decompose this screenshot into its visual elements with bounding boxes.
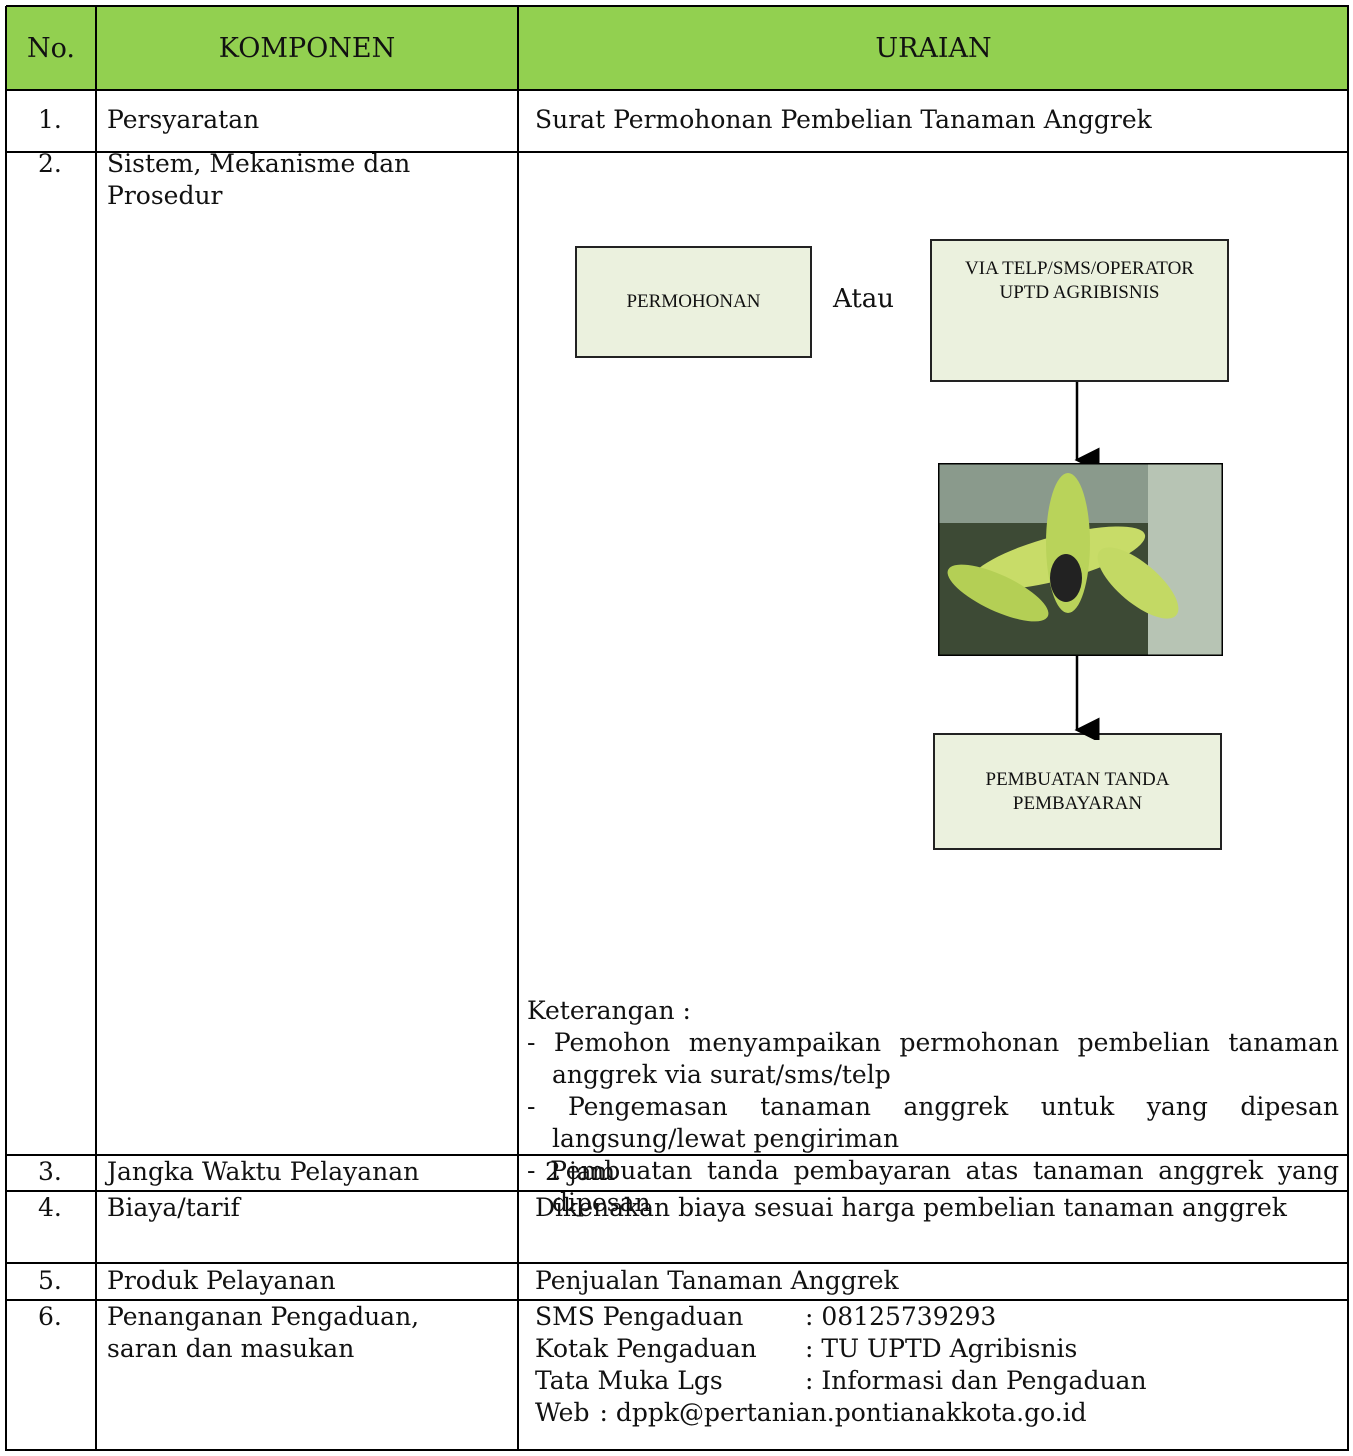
cell: Persyaratan (107, 105, 260, 134)
rule (6, 1299, 1349, 1301)
note-item: - Pembuatan tanda pembayaran atas tanama… (527, 1156, 1339, 1217)
connector-label: Atau (833, 284, 895, 314)
contact-label: SMS Pengaduan (535, 1302, 744, 1331)
cell: Produk Pelayanan (107, 1266, 336, 1295)
cell: 4. (38, 1193, 62, 1222)
orchid-photo (938, 463, 1223, 656)
flow-node: PERMOHONAN (575, 246, 812, 358)
cell: 5. (38, 1266, 62, 1295)
contact-value: : Informasi dan Pengaduan (805, 1366, 1147, 1395)
header-cell: No. (7, 7, 95, 90)
cell: Surat Permohonan Pembelian Tanaman Anggr… (535, 105, 1152, 134)
contact-value: : TU UPTD Agribisnis (805, 1334, 1078, 1363)
contact: SMS Pengaduan : 08125739293 (535, 1301, 1340, 1333)
rule (6, 5, 1349, 7)
note-item: - Pemohon menyampaikan permohonan pembel… (527, 1028, 1340, 1089)
cell: Dikenakan biaya sesuai harga pembelian t… (535, 1193, 1287, 1222)
rule (6, 151, 1349, 153)
header-cell: URAIAN (519, 7, 1348, 90)
contacts: SMS Pengaduan : 08125739293 Kotak Pengadu… (535, 1301, 1340, 1429)
note-text: Pengemasan tanaman anggrek untuk yang di… (552, 1092, 1339, 1153)
flow-node: VIA TELP/SMS/OPERATOR UPTD AGRIBISNIS (930, 239, 1229, 382)
header-cell: KOMPONEN (97, 7, 517, 90)
contact: Web : dppk@pertanian.pontianakkota.go.id (535, 1397, 1340, 1429)
notes-title: Keterangan : (527, 996, 691, 1025)
cell: Jangka Waktu Pelayanan (107, 1157, 420, 1186)
cell: Penjualan Tanaman Anggrek (535, 1266, 899, 1295)
rule (6, 1154, 1349, 1156)
rule (95, 6, 97, 1451)
rule (1347, 6, 1349, 1451)
cell: Penanganan Pengaduan, saran dan masukan (107, 1302, 420, 1363)
rule (6, 89, 1349, 91)
note-text: Pemohon menyampaikan permohonan pembelia… (552, 1028, 1340, 1089)
rule (6, 1262, 1349, 1264)
cell: 2. (38, 149, 62, 178)
contact-value: : 08125739293 (805, 1302, 997, 1331)
cell: 2 jam (545, 1157, 616, 1186)
contact-label: Kotak Pengaduan (535, 1334, 757, 1363)
rule (6, 1190, 1349, 1192)
flow-arrows (1074, 382, 1100, 740)
flow-node: PEMBUATAN TANDA PEMBAYARAN (933, 733, 1222, 850)
cell: 1. (38, 105, 62, 134)
note-text: Pembuatan tanda pembayaran atas tanaman … (550, 1156, 1339, 1217)
rule (517, 6, 519, 1451)
cell: 6. (38, 1302, 62, 1331)
cell: Biaya/tarif (107, 1193, 240, 1222)
rule (6, 1449, 1349, 1451)
cell: Sistem, Mekanisme dan Prosedur (107, 149, 411, 210)
cell: 3. (38, 1157, 62, 1186)
notes: Keterangan : - Pemohon menyampaikan perm… (527, 995, 1339, 1219)
note-item: - Pengemasan tanaman anggrek untuk yang … (527, 1092, 1339, 1153)
contact-label: Web (535, 1398, 590, 1427)
contact-value: : dppk@pertanian.pontianakkota.go.id (599, 1398, 1087, 1427)
contact: Kotak Pengaduan : TU UPTD Agribisnis (535, 1333, 1340, 1365)
rule (5, 6, 7, 1451)
contact-label: Tata Muka Lgs (535, 1366, 723, 1395)
contact: Tata Muka Lgs : Informasi dan Pengaduan (535, 1365, 1340, 1397)
